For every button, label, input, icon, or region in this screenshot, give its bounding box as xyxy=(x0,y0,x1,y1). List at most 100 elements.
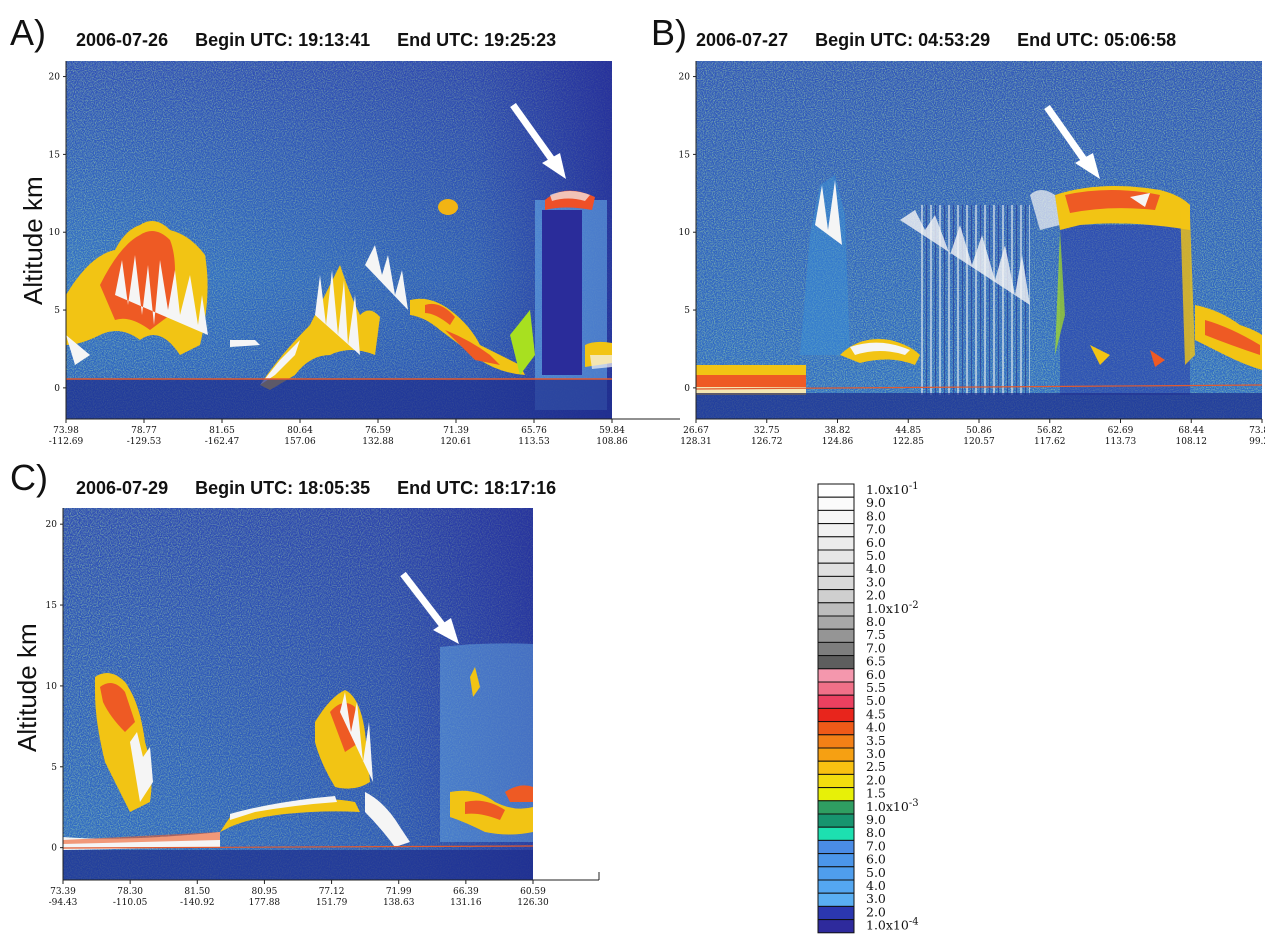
panel-c-yticks: 0 5 10 15 20 xyxy=(46,520,63,854)
colorbar-label: 7.0 xyxy=(866,522,886,537)
colorbar-swatch xyxy=(817,602,855,617)
panel-a-arrow xyxy=(510,102,566,179)
colorbar-swatch xyxy=(817,707,855,723)
colorbar-swatch xyxy=(817,668,855,683)
colorbar-swatch xyxy=(817,694,855,709)
panel-a-yticks: 0 5 10 15 20 xyxy=(49,73,66,394)
colorbar-label: 1.0x10-1 xyxy=(866,481,919,497)
panel-b-begin: Begin UTC: 04:53:29 xyxy=(815,30,991,50)
y-tick-label: 20 xyxy=(46,520,58,530)
panel-c-begin: Begin UTC: 18:05:35 xyxy=(195,478,371,498)
x-tick-lat: 66.39 xyxy=(453,887,479,897)
panel-a-axes xyxy=(65,61,680,420)
colorbar-swatch xyxy=(817,839,855,855)
panel-a-date: 2006-07-26 xyxy=(76,30,169,50)
colorbar-label: 2.0 xyxy=(866,772,886,787)
y-tick-label: 0 xyxy=(684,384,690,394)
y-tick-label: 10 xyxy=(679,228,691,238)
panel-c-image xyxy=(62,508,534,880)
x-tick-lat: 60.59 xyxy=(520,887,546,897)
colorbar-label: 3.0 xyxy=(866,746,886,761)
colorbar-label: 3.0 xyxy=(866,574,886,589)
y-tick-label: 15 xyxy=(49,150,61,160)
colorbar-label: 1.0x10-2 xyxy=(866,600,919,616)
x-tick-lat: 80.64 xyxy=(287,426,313,436)
colorbar-swatch xyxy=(817,496,855,511)
colorbar-label: 5.0 xyxy=(866,865,886,880)
colorbar-label: 8.0 xyxy=(866,614,886,629)
x-tick-lat: 81.65 xyxy=(209,426,235,436)
x-tick-lat: 38.82 xyxy=(825,426,851,436)
colorbar-label: 7.5 xyxy=(866,627,886,642)
x-tick-lon: 157.06 xyxy=(284,437,316,447)
x-tick-lon: 128.31 xyxy=(680,437,712,447)
panel-a-begin: Begin UTC: 19:13:41 xyxy=(195,30,371,50)
panel-b-end: End UTC: 05:06:58 xyxy=(1017,30,1177,50)
colorbar-swatch xyxy=(817,721,855,736)
colorbar-label: 1.0x10-3 xyxy=(866,798,919,814)
x-tick-lat: 78.30 xyxy=(117,887,143,897)
x-tick-lat: 59.84 xyxy=(599,426,625,436)
x-tick-lat: 62.69 xyxy=(1108,426,1134,436)
colorbar-swatch xyxy=(817,813,855,828)
colorbar-swatch xyxy=(817,892,855,907)
x-tick-lat: 76.59 xyxy=(365,426,391,436)
x-tick-lat: 68.44 xyxy=(1178,426,1204,436)
colorbar-swatch xyxy=(817,760,855,775)
x-tick-lon: 126.72 xyxy=(751,437,783,447)
panel-c-xticks: 73.39-94.43 78.30-110.05 81.50-140.92 80.95… xyxy=(49,880,549,908)
colorbar-swatch xyxy=(817,523,855,538)
colorbar-swatch xyxy=(817,919,855,934)
colorbar-swatch xyxy=(817,628,855,643)
x-tick-lat: 81.50 xyxy=(184,887,210,897)
panel-b-date: 2006-07-27 xyxy=(696,30,789,50)
panel-c-plot: 0 5 10 15 20 73.39-94.43 78.30-110.05 81.50-14… xyxy=(46,508,600,908)
colorbar-label: 3.0 xyxy=(866,891,886,906)
panel-c-header: 2006-07-29 Begin UTC: 18:05:35 End UTC: … xyxy=(76,478,578,499)
colorbar-swatch xyxy=(817,747,855,762)
y-tick-label: 15 xyxy=(46,601,58,611)
colorbar-label: 2.0 xyxy=(866,904,886,919)
colorbar-swatch xyxy=(817,655,855,670)
x-tick-lon: 108.86 xyxy=(596,437,628,447)
panel-label-a: A) xyxy=(10,12,46,53)
colorbar-swatch xyxy=(817,866,855,881)
colorbar-swatch xyxy=(817,575,855,591)
x-tick-lon: 120.57 xyxy=(963,437,995,447)
x-tick-lon: 113.73 xyxy=(1105,437,1137,447)
colorbar-swatch xyxy=(817,905,855,921)
colorbar-label: 2.5 xyxy=(866,759,886,774)
colorbar-label: 4.5 xyxy=(866,706,886,721)
colorbar-swatch xyxy=(817,853,855,868)
colorbar-swatch xyxy=(817,773,855,789)
colorbar-label: 1.5 xyxy=(866,786,886,801)
colorbar-swatch xyxy=(817,615,855,630)
x-tick-lon: 126.30 xyxy=(517,898,549,908)
x-tick-lat: 78.77 xyxy=(131,426,157,436)
x-tick-lat: 71.39 xyxy=(443,426,469,436)
colorbar-swatch xyxy=(817,879,855,894)
x-tick-lon: -129.53 xyxy=(127,437,162,447)
y-tick-label: 5 xyxy=(54,306,60,316)
y-tick-label: 20 xyxy=(679,73,691,83)
colorbar-label: 6.0 xyxy=(866,667,886,682)
x-tick-lon: 120.61 xyxy=(440,437,472,447)
panel-c-date: 2006-07-29 xyxy=(76,478,169,498)
colorbar-label: 9.0 xyxy=(866,495,886,510)
panel-label-c: C) xyxy=(10,457,48,498)
colorbar-label: 4.0 xyxy=(866,878,886,893)
colorbar-swatch xyxy=(817,483,855,498)
colorbar-swatch xyxy=(817,826,855,841)
x-tick-lat: 73.98 xyxy=(53,426,79,436)
x-tick-lon: -162.47 xyxy=(205,437,240,447)
colorbar-label: 6.5 xyxy=(866,654,886,669)
panel-b-header: 2006-07-27 Begin UTC: 04:53:29 End UTC: … xyxy=(696,30,1198,51)
x-tick-lon: 99.20 xyxy=(1249,437,1265,447)
panel-c-arrow xyxy=(400,571,459,644)
y-tick-label: 5 xyxy=(51,763,57,773)
colorbar-label: 3.5 xyxy=(866,733,886,748)
x-tick-lon: 108.12 xyxy=(1176,437,1208,447)
colorbar-swatch xyxy=(817,800,855,815)
y-tick-label: 20 xyxy=(49,73,61,83)
